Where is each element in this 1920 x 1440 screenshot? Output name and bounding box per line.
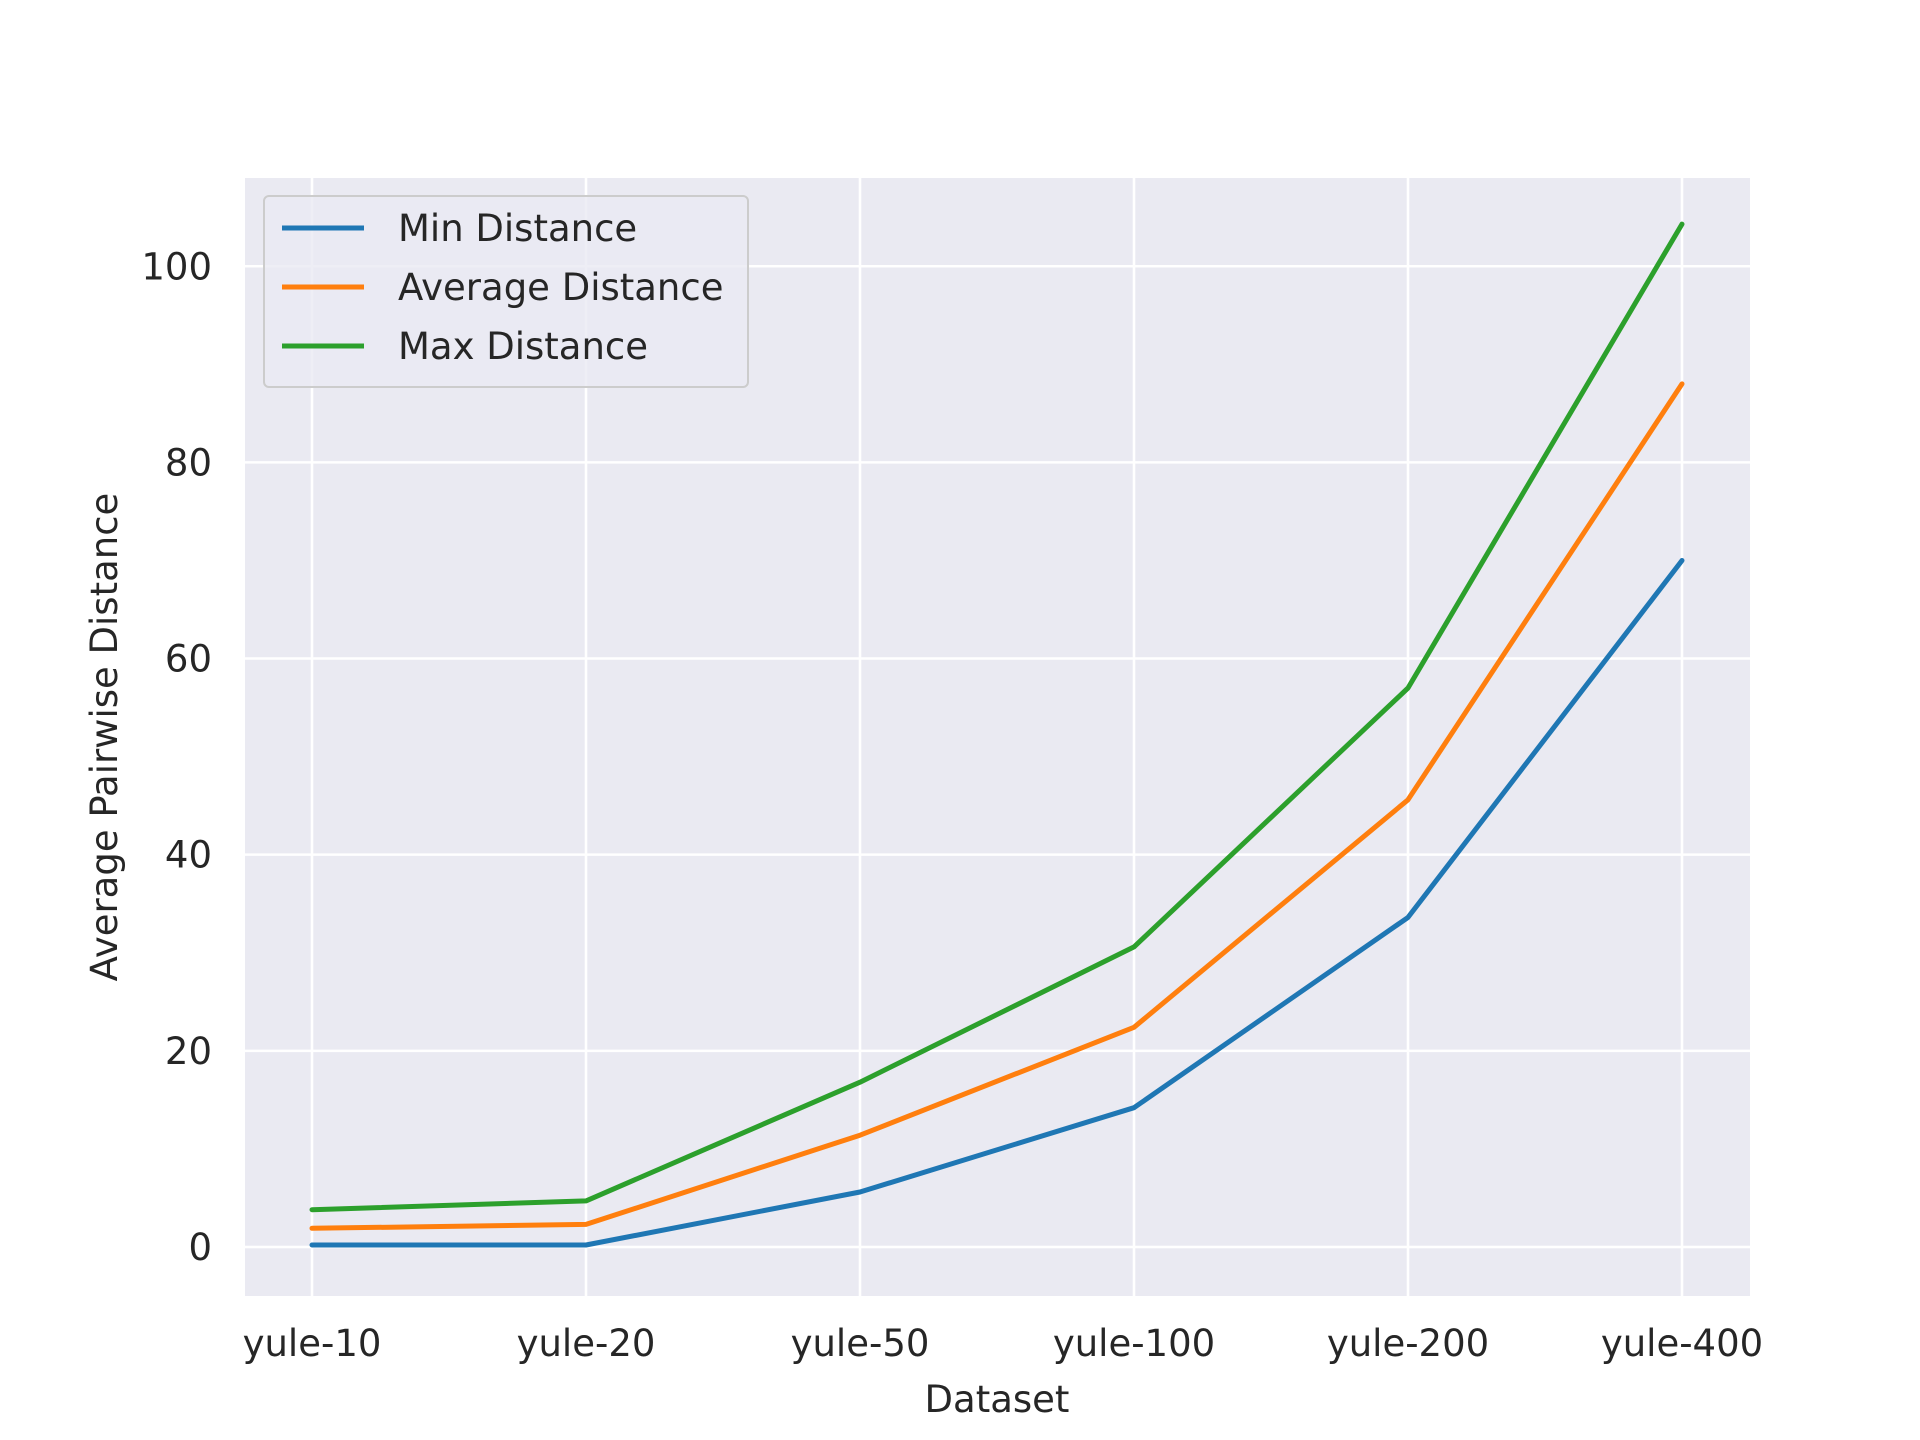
y-tick-label: 60 [165,638,212,681]
legend-label: Average Distance [398,266,723,309]
y-axis-label: Average Pairwise Distance [83,493,126,982]
series-line [309,221,1685,1213]
y-tick-label: 80 [165,441,212,484]
x-tick-label: yule-100 [1053,1322,1215,1365]
y-tick-label: 100 [141,245,212,288]
y-tick-label: 20 [165,1030,212,1073]
legend-label: Max Distance [398,325,648,368]
y-tick-labels: 0 20 40 60 80 100 [141,245,212,1269]
y-tick-label: 0 [188,1226,212,1269]
x-tick-labels: yule-10 yule-20 yule-50 yule-100 yule-200 yul… [243,1322,1764,1365]
legend: Min Distance Average Distance Max Distance [263,195,749,388]
x-axis-label: Dataset [925,1378,1070,1421]
x-tick-label: yule-50 [791,1322,930,1365]
x-tick-label: yule-400 [1601,1322,1763,1365]
x-tick-label: yule-20 [517,1322,656,1365]
x-tick-label: yule-10 [243,1322,382,1365]
series-line [309,381,1685,1231]
series-line [309,558,1685,1248]
y-tick-label: 40 [165,834,212,877]
legend-box [263,195,749,388]
series-lines [309,221,1685,1248]
legend-label: Min Distance [398,207,637,250]
x-tick-label: yule-200 [1327,1322,1489,1365]
